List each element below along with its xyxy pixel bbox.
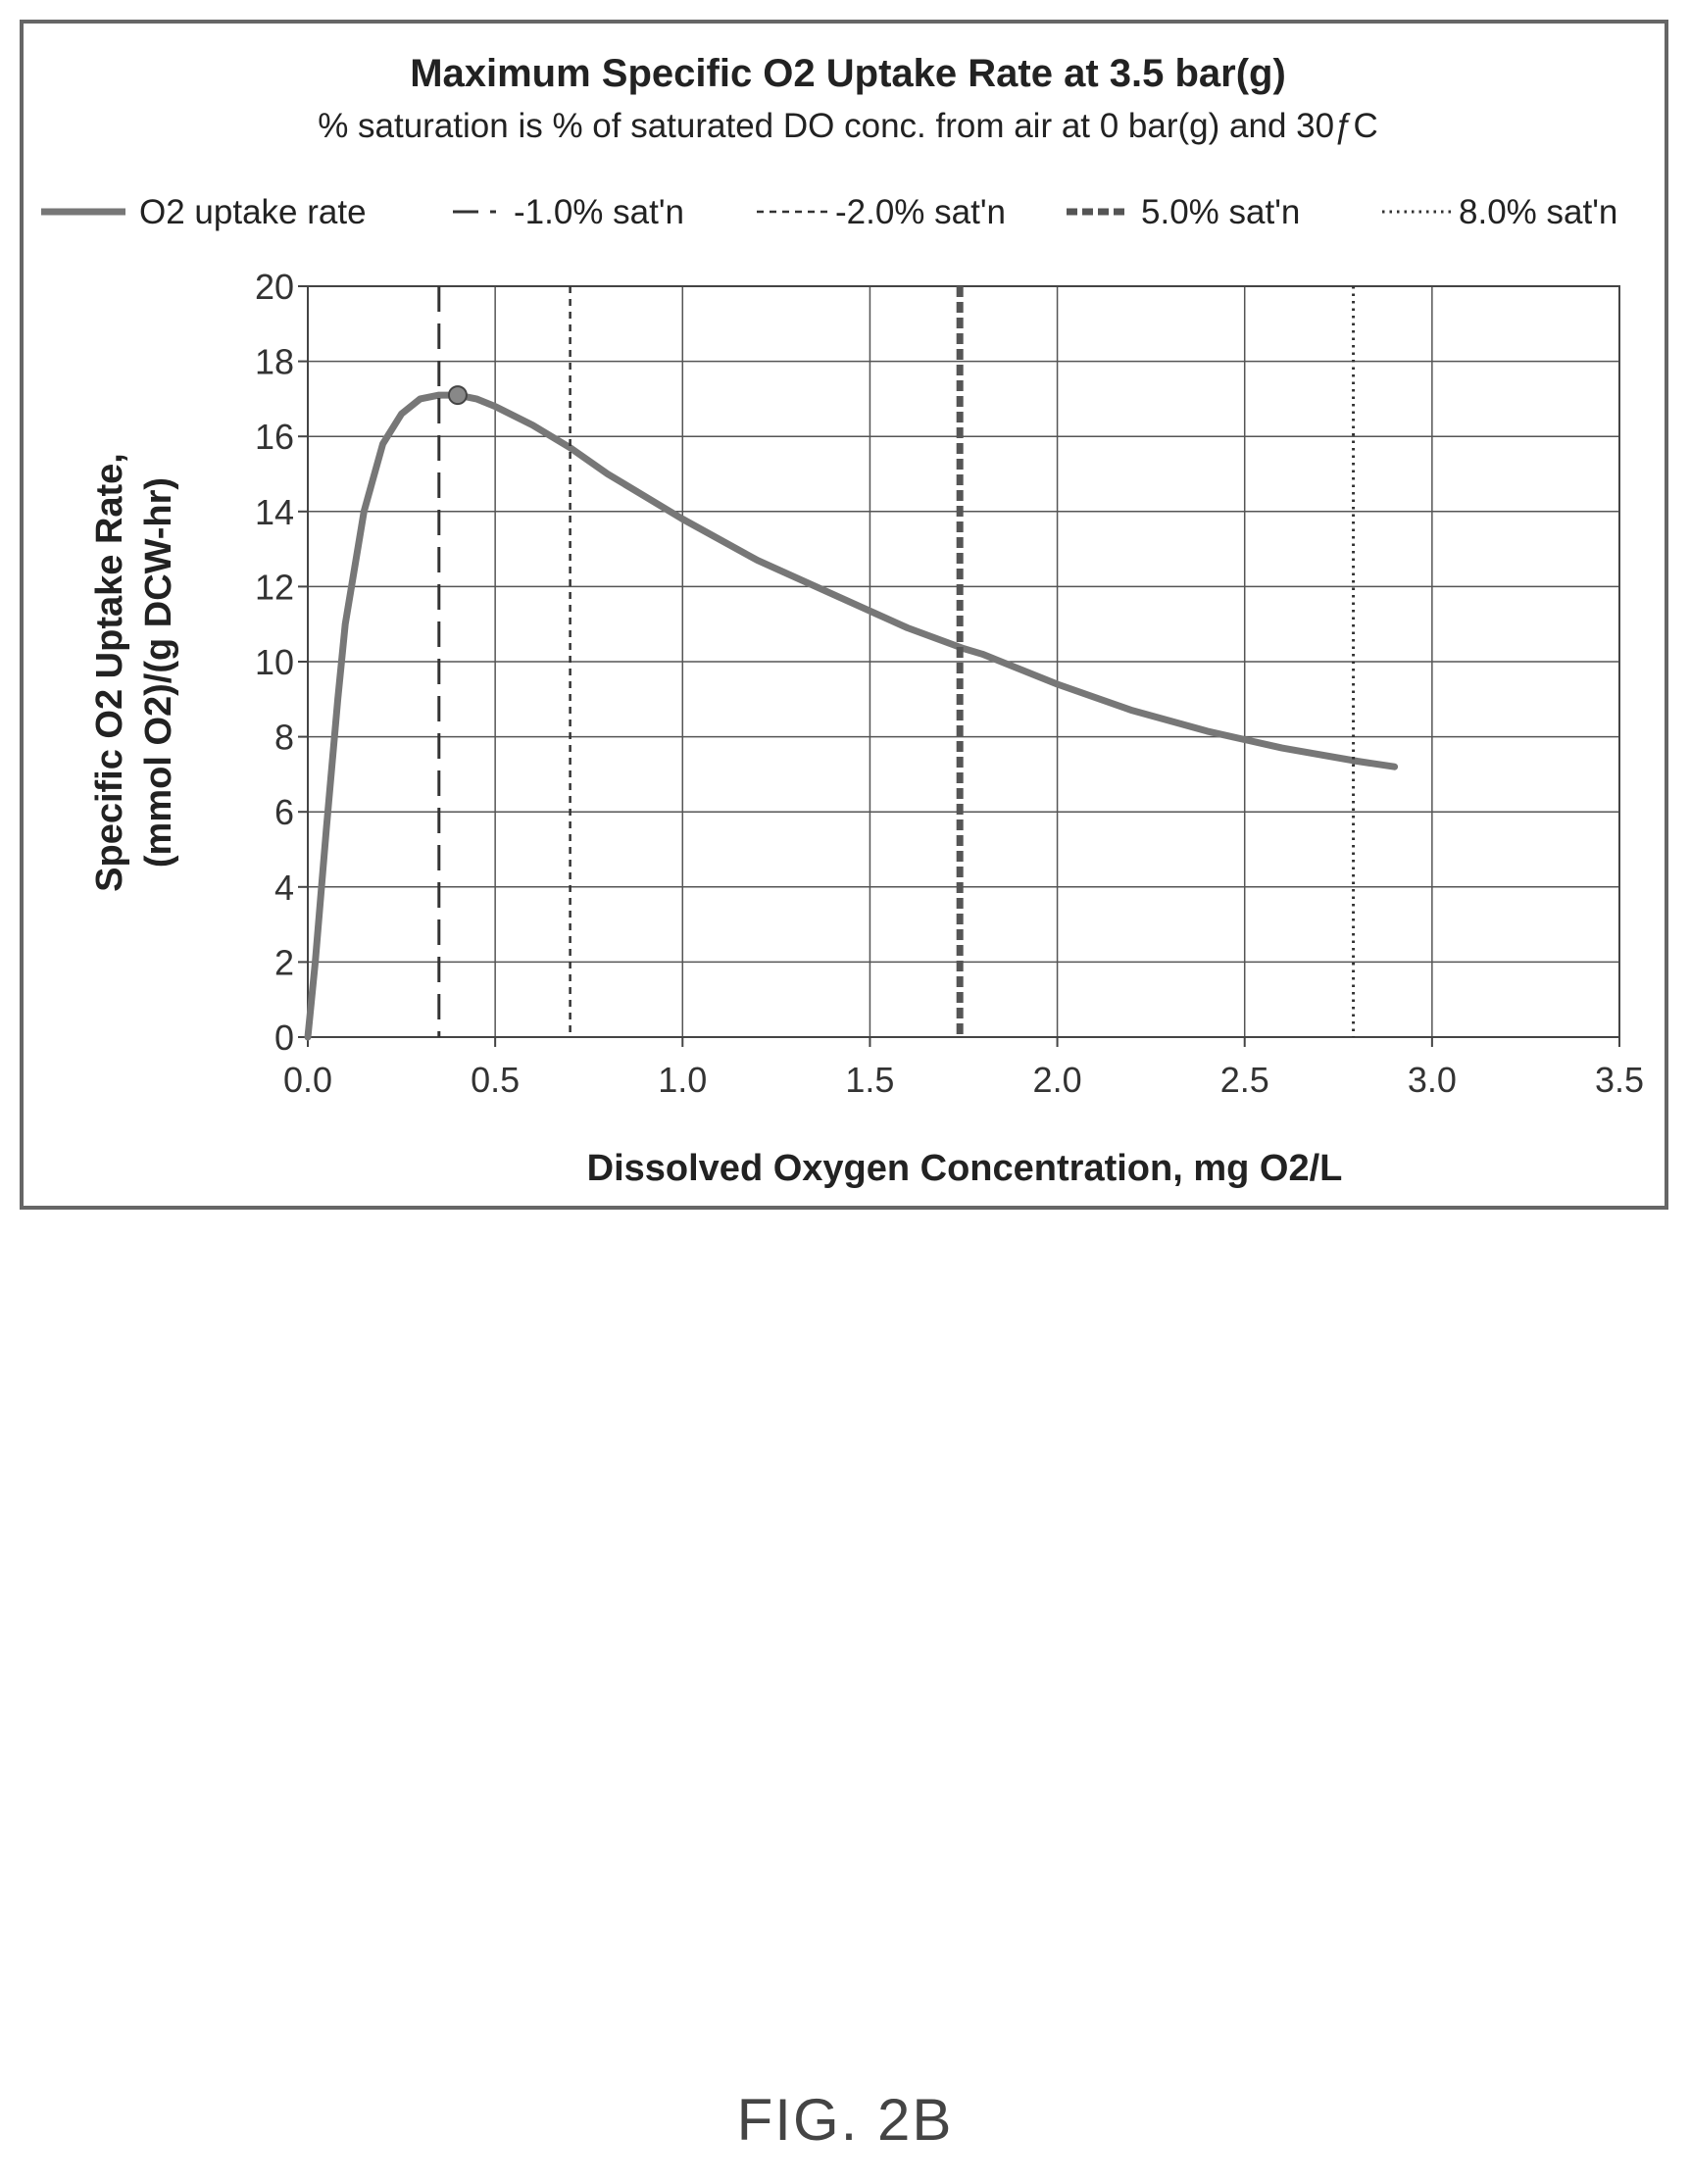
y-tick-label: 18 — [255, 342, 294, 382]
x-tick-label: 2.0 — [1033, 1060, 1082, 1100]
x-tick-label: 0.5 — [471, 1060, 520, 1100]
x-tick-label: 3.0 — [1408, 1060, 1457, 1100]
y-tick-label: 14 — [255, 492, 294, 532]
legend-label: 5.0% sat'n — [1141, 193, 1300, 231]
legend-label: 8.0% sat'n — [1459, 193, 1617, 231]
series-group — [304, 286, 1399, 1041]
legend-label: -1.0% sat'n — [514, 193, 684, 231]
x-tick-label: 3.5 — [1595, 1060, 1644, 1100]
x-axis-title: Dissolved Oxygen Concentration, mg O2/L — [587, 1148, 1343, 1189]
legend-label: -2.0% sat'n — [835, 193, 1006, 231]
y-axis-title-line2: (mmol O2)/(g DCW-hr) — [138, 477, 179, 868]
series-line-uptake — [304, 391, 1399, 1041]
plot-grid — [307, 285, 1620, 1038]
y-tick-label: 20 — [255, 267, 294, 307]
y-tick-label: 4 — [274, 868, 294, 908]
x-tick-label: 1.0 — [658, 1060, 707, 1100]
x-tick-label: 1.5 — [845, 1060, 894, 1100]
x-tick-label: 2.5 — [1220, 1060, 1269, 1100]
legend-label: O2 uptake rate — [139, 193, 367, 231]
chart-title: Maximum Specific O2 Uptake Rate at 3.5 b… — [410, 52, 1286, 95]
y-tick-label: 8 — [274, 718, 294, 758]
y-tick-label: 6 — [274, 792, 294, 832]
axis-ticks: 0 2 4 6 8 10 12 14 16 18 20 0.0 0.5 1.0 1.5 2.0 2.5 3.0 3.… — [255, 267, 1644, 1100]
x-tick-label: 0.0 — [283, 1060, 332, 1100]
chart-subtitle: % saturation is % of saturated DO conc. … — [318, 107, 1378, 145]
y-tick-label: 10 — [255, 642, 294, 682]
figure-label: FIG. 2B — [736, 2087, 954, 2153]
chart-svg: Maximum Specific O2 Uptake Rate at 3.5 b… — [41, 52, 1644, 1189]
chart-legend: O2 uptake rate -1.0% sat'n -2.0% sat'n 5.0%… — [41, 193, 1617, 231]
y-axis-title-line1: Specific O2 Uptake Rate, — [89, 453, 130, 892]
y-tick-label: 12 — [255, 567, 294, 607]
y-tick-label: 2 — [274, 942, 294, 982]
y-tick-label: 0 — [274, 1018, 294, 1058]
max-point-marker — [447, 385, 468, 406]
y-tick-label: 16 — [255, 417, 294, 457]
chart-frame: Maximum Specific O2 Uptake Rate at 3.5 b… — [20, 20, 1668, 1210]
